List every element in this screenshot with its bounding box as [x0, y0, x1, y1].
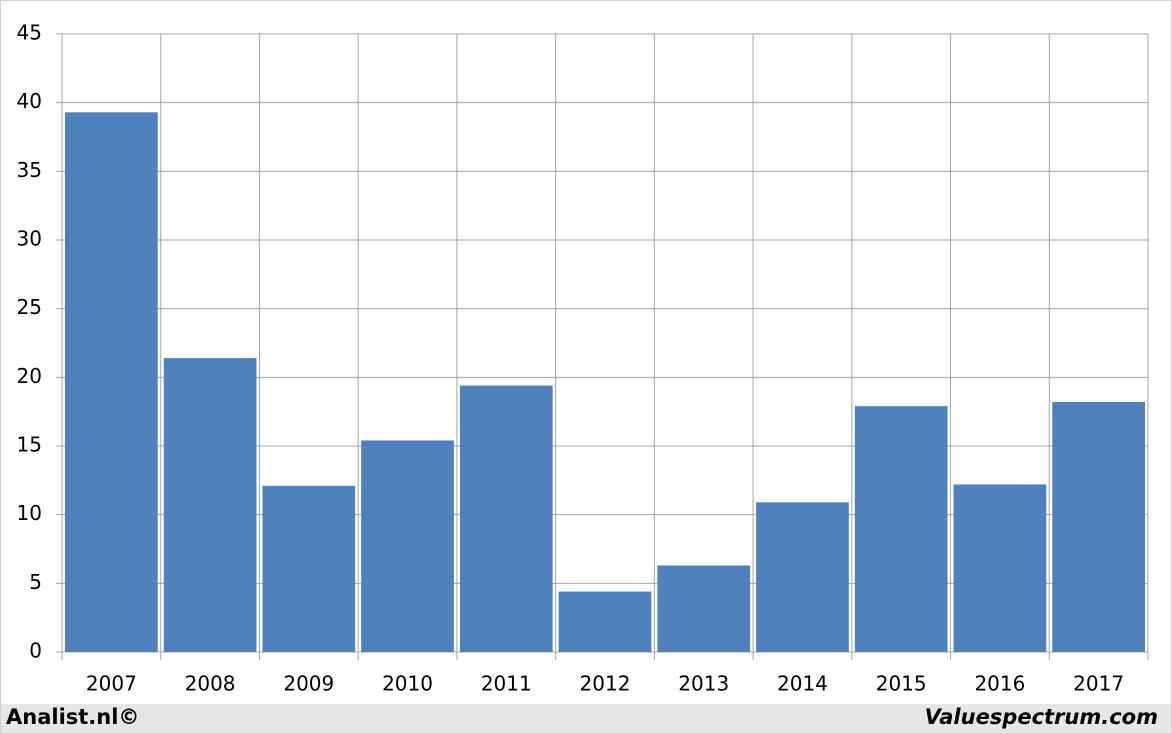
x-tick-label: 2017 [1073, 672, 1124, 696]
bar [756, 502, 849, 652]
x-tick-label: 2011 [481, 672, 532, 696]
y-tick-label: 0 [29, 639, 42, 663]
y-tick-label: 45 [17, 21, 42, 45]
x-tick-label: 2015 [876, 672, 927, 696]
y-tick-label: 10 [17, 501, 42, 525]
x-tick-label: 2007 [86, 672, 137, 696]
bar [361, 440, 454, 652]
bar [65, 112, 158, 652]
y-tick-label: 30 [17, 227, 42, 251]
x-tick-label: 2014 [777, 672, 828, 696]
x-tick-label: 2013 [678, 672, 729, 696]
x-tick-label: 2010 [382, 672, 433, 696]
bar [459, 385, 553, 652]
y-tick-label: 25 [17, 295, 42, 319]
bar [953, 484, 1047, 652]
footer-left: Analist.nl© [6, 705, 139, 729]
y-tick-label: 40 [17, 89, 42, 113]
plot-area: 0 5 10 15 20 25 30 35 40 45 2007 2008 2009 2010 2011 20… [17, 21, 1149, 696]
x-tick-label: 2008 [185, 672, 236, 696]
y-tick-label: 35 [17, 158, 42, 182]
y-tick-label: 15 [17, 433, 42, 457]
y-tick-label: 20 [17, 364, 42, 388]
bar [558, 591, 652, 652]
bar [657, 565, 751, 652]
bar [854, 406, 948, 652]
bar [163, 358, 257, 652]
footer-band [1, 704, 1171, 733]
x-tick-label: 2016 [974, 672, 1025, 696]
x-tick-label: 2009 [283, 672, 334, 696]
footer-right: Valuespectrum.com [925, 705, 1158, 729]
bar [262, 485, 356, 652]
x-tick-label: 2012 [580, 672, 631, 696]
bar [1052, 402, 1145, 652]
y-tick-label: 5 [29, 570, 42, 594]
